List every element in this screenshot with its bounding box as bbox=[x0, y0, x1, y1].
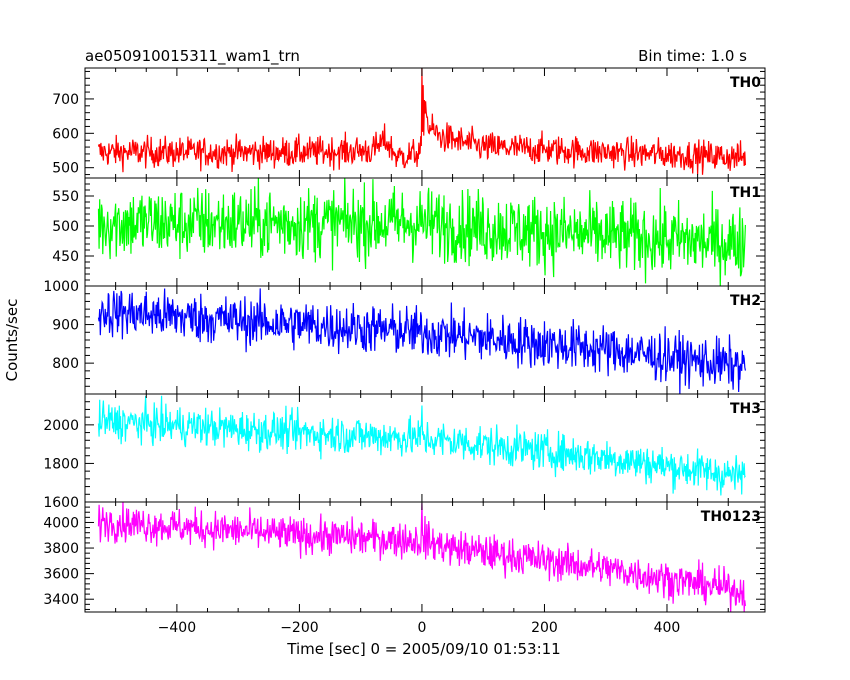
panel-frame bbox=[84, 285, 766, 395]
y-tick-label: 700 bbox=[52, 92, 79, 108]
y-tick-label: 4000 bbox=[43, 515, 79, 531]
y-tick-label: 900 bbox=[52, 318, 79, 334]
series-line-th1 bbox=[97, 178, 746, 286]
y-tick-label: 600 bbox=[52, 126, 79, 142]
panel-th1: 450 500 550 TH1 bbox=[52, 177, 766, 287]
y-tick-label: 800 bbox=[52, 356, 79, 372]
series-line-th2 bbox=[97, 288, 746, 394]
panel-frame bbox=[84, 501, 766, 613]
series-line-th0 bbox=[97, 68, 746, 175]
x-tick-label: 400 bbox=[654, 620, 681, 636]
y-tick-label: 2000 bbox=[43, 418, 79, 434]
panels-group: 500 600 700 TH0 450 500 550 TH1 800 900 1000 TH2 160… bbox=[43, 67, 766, 613]
panel-label: TH0 bbox=[730, 75, 761, 91]
y-tick-label: 1600 bbox=[43, 495, 79, 511]
bin-time-label: Bin time: 1.0 s bbox=[638, 47, 747, 65]
panel-label: TH0123 bbox=[701, 509, 761, 525]
y-tick-label: 1800 bbox=[43, 456, 79, 472]
panel-th2: 800 900 1000 TH2 bbox=[43, 279, 766, 395]
panel-th0123: 3400 3600 3800 4000 TH0123 bbox=[43, 501, 766, 613]
x-tick-label: −200 bbox=[280, 620, 318, 636]
y-tick-label: 550 bbox=[52, 189, 79, 205]
y-tick-label: 3600 bbox=[43, 567, 79, 583]
y-tick-label: 1000 bbox=[43, 279, 79, 295]
y-tick-label: 500 bbox=[52, 161, 79, 177]
y-tick-label: 3400 bbox=[43, 592, 79, 608]
x-tick-label: 0 bbox=[417, 620, 426, 636]
panel-th3: 1600 1800 2000 TH3 bbox=[43, 393, 766, 511]
x-axis-label: Time [sec] 0 = 2005/09/10 01:53:11 bbox=[286, 640, 560, 658]
x-tick-label: −400 bbox=[158, 620, 196, 636]
chart-title: ae050910015311_wam1_trn bbox=[85, 47, 300, 66]
panel-th0: 500 600 700 TH0 bbox=[52, 67, 766, 179]
y-tick-label: 450 bbox=[52, 249, 79, 265]
panel-label: TH1 bbox=[730, 185, 761, 201]
y-axis-label: Counts/sec bbox=[3, 299, 21, 382]
x-tick-label: 200 bbox=[531, 620, 558, 636]
x-axis: −400 −200 0 200 400 bbox=[158, 620, 681, 636]
series-line-th0123 bbox=[97, 502, 746, 612]
y-tick-label: 3800 bbox=[43, 541, 79, 557]
panel-label: TH3 bbox=[730, 401, 761, 417]
panel-label: TH2 bbox=[730, 293, 761, 309]
series-line-th3 bbox=[97, 395, 746, 496]
y-tick-label: 500 bbox=[52, 219, 79, 235]
